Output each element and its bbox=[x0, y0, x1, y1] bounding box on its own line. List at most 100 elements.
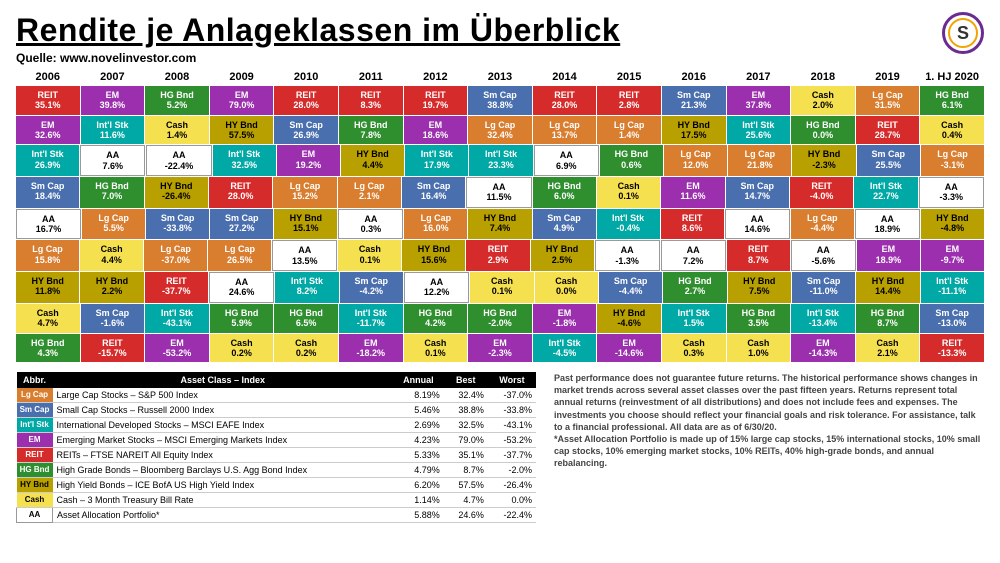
quilt-cell: EM32.6% bbox=[16, 116, 80, 145]
legend-annual: 6.20% bbox=[393, 478, 444, 493]
quilt-cell: AA-1.3% bbox=[595, 240, 660, 271]
legend-header: Abbr. bbox=[17, 372, 53, 388]
quilt-cell: Int'l Stk23.3% bbox=[469, 145, 532, 176]
quilt-cell: Lg Cap5.5% bbox=[82, 209, 145, 240]
quilt-cell: Cash0.1% bbox=[470, 272, 533, 303]
legend-header: Worst bbox=[488, 372, 536, 388]
quilt-cell: Lg Cap-37.0% bbox=[144, 240, 207, 271]
quilt-cell: Cash2.0% bbox=[791, 86, 855, 115]
legend-annual: 4.23% bbox=[393, 433, 444, 448]
quilt-cell: Lg Cap13.7% bbox=[533, 116, 597, 145]
quilt-cell: Lg Cap21.8% bbox=[728, 145, 791, 176]
legend-header-row: Abbr.Asset Class – IndexAnnualBestWorst bbox=[17, 372, 537, 388]
legend-asset-name: International Developed Stocks – MSCI EA… bbox=[53, 418, 394, 433]
legend-worst: -37.0% bbox=[488, 388, 536, 403]
quilt-cell: REIT8.7% bbox=[727, 240, 790, 271]
quilt-row: Int'l Stk26.9%AA7.6%AA-22.4%Int'l Stk32.… bbox=[16, 145, 984, 176]
quilt-cell: Cash0.1% bbox=[338, 240, 401, 271]
quilt-cell: HY Bnd-26.4% bbox=[145, 177, 208, 208]
legend-worst: -2.0% bbox=[488, 463, 536, 478]
quilt-cell: EM-53.2% bbox=[145, 334, 209, 363]
year-header-row: 2006200720082009201020112012201320142015… bbox=[16, 71, 984, 83]
legend-header: Best bbox=[444, 372, 488, 388]
quilt-cell: HY Bnd14.4% bbox=[856, 272, 919, 303]
quilt-cell: HG Bnd-2.0% bbox=[468, 304, 532, 333]
legend-worst: -43.1% bbox=[488, 418, 536, 433]
quilt-cell: Sm Cap14.7% bbox=[726, 177, 789, 208]
legend-row: Lg CapLarge Cap Stocks – S&P 500 Index8.… bbox=[17, 388, 537, 403]
quilt-cell: EM-1.8% bbox=[533, 304, 597, 333]
quilt-cell: HY Bnd2.5% bbox=[531, 240, 594, 271]
quilt-row: Cash4.7%Sm Cap-1.6%Int'l Stk-43.1%HG Bnd… bbox=[16, 304, 984, 333]
legend-worst: -22.4% bbox=[488, 508, 536, 523]
quilt-cell: HG Bnd8.7% bbox=[856, 304, 920, 333]
year-label: 2015 bbox=[597, 71, 661, 83]
legend-row: HY BndHigh Yield Bonds – ICE BofA US Hig… bbox=[17, 478, 537, 493]
quilt-cell: Sm Cap18.4% bbox=[16, 177, 79, 208]
year-label: 2019 bbox=[856, 71, 920, 83]
quilt-cell: REIT28.0% bbox=[209, 177, 272, 208]
quilt-cell: Cash1.0% bbox=[727, 334, 791, 363]
legend-asset-name: High Grade Bonds – Bloomberg Barclays U.… bbox=[53, 463, 394, 478]
quilt-cell: HG Bnd5.9% bbox=[210, 304, 274, 333]
quilt-cell: Int'l Stk-11.1% bbox=[921, 272, 984, 303]
year-label: 1. HJ 2020 bbox=[920, 71, 984, 83]
quilt-cell: HY Bnd57.5% bbox=[210, 116, 274, 145]
quilt-cell: Int'l Stk8.2% bbox=[275, 272, 338, 303]
legend-abbr: Int'l Stk bbox=[17, 418, 53, 433]
quilt-cell: Cash0.4% bbox=[920, 116, 984, 145]
quilt-row: AA16.7%Lg Cap5.5%Sm Cap-33.8%Sm Cap27.2%… bbox=[16, 209, 984, 240]
quilt-cell: Sm Cap25.5% bbox=[857, 145, 920, 176]
legend-header: Annual bbox=[393, 372, 444, 388]
legend-asset-name: Large Cap Stocks – S&P 500 Index bbox=[53, 388, 394, 403]
quilt-cell: REIT-37.7% bbox=[145, 272, 208, 303]
quilt-cell: HY Bnd-4.8% bbox=[921, 209, 984, 240]
legend-annual: 5.33% bbox=[393, 448, 444, 463]
quilt-cell: AA-5.6% bbox=[791, 240, 856, 271]
quilt-cell: EM-14.6% bbox=[597, 334, 661, 363]
quilt-cell: EM18.6% bbox=[404, 116, 468, 145]
quilt-cell: REIT28.0% bbox=[274, 86, 338, 115]
year-label: 2008 bbox=[145, 71, 209, 83]
quilt-cell: Sm Cap-11.0% bbox=[792, 272, 855, 303]
legend-abbr: Sm Cap bbox=[17, 403, 53, 418]
quilt-row: Lg Cap15.8%Cash4.4%Lg Cap-37.0%Lg Cap26.… bbox=[16, 240, 984, 271]
quilt-cell: HG Bnd6.1% bbox=[920, 86, 984, 115]
quilt-cell: Sm Cap-33.8% bbox=[146, 209, 209, 240]
quilt-cell: AA11.5% bbox=[466, 177, 531, 208]
quilt-cell: REIT28.0% bbox=[533, 86, 597, 115]
quilt-cell: AA13.5% bbox=[272, 240, 337, 271]
legend-abbr: HG Bnd bbox=[17, 463, 53, 478]
quilt-cell: HG Bnd6.0% bbox=[533, 177, 596, 208]
year-label: 2011 bbox=[339, 71, 403, 83]
quilt-cell: EM-9.7% bbox=[921, 240, 984, 271]
quilt-cell: Sm Cap-1.6% bbox=[81, 304, 145, 333]
quilt-cell: REIT2.8% bbox=[597, 86, 661, 115]
quilt-cell: Int'l Stk26.9% bbox=[16, 145, 79, 176]
quilt-cell: Sm Cap21.3% bbox=[662, 86, 726, 115]
legend-worst: -53.2% bbox=[488, 433, 536, 448]
legend-row: Sm CapSmall Cap Stocks – Russell 2000 In… bbox=[17, 403, 537, 418]
quilt-cell: Sm Cap-13.0% bbox=[920, 304, 984, 333]
quilt-cell: Cash0.2% bbox=[210, 334, 274, 363]
quilt-row: HG Bnd4.3%REIT-15.7%EM-53.2%Cash0.2%Cash… bbox=[16, 334, 984, 363]
legend-header: Asset Class – Index bbox=[53, 372, 394, 388]
quilt-cell: AA18.9% bbox=[855, 209, 920, 240]
quilt-row: HY Bnd11.8%HY Bnd2.2%REIT-37.7%AA24.6%In… bbox=[16, 272, 984, 303]
quilt-cell: REIT8.6% bbox=[661, 209, 724, 240]
quilt-cell: HY Bnd4.4% bbox=[341, 145, 404, 176]
quilt-cell: AA7.2% bbox=[661, 240, 726, 271]
quilt-cell: AA24.6% bbox=[209, 272, 274, 303]
quilt-cell: HG Bnd2.7% bbox=[663, 272, 726, 303]
legend-best: 38.8% bbox=[444, 403, 488, 418]
quilt-cell: HG Bnd4.2% bbox=[404, 304, 468, 333]
quilt-cell: Int'l Stk22.7% bbox=[854, 177, 917, 208]
legend-best: 8.7% bbox=[444, 463, 488, 478]
legend-best: 32.5% bbox=[444, 418, 488, 433]
quilt-cell: Cash0.0% bbox=[535, 272, 598, 303]
quilt-cell: Lg Cap12.0% bbox=[664, 145, 727, 176]
quilt-cell: HY Bnd11.8% bbox=[16, 272, 79, 303]
legend-annual: 5.46% bbox=[393, 403, 444, 418]
legend-annual: 1.14% bbox=[393, 493, 444, 508]
quilt-cell: AA-3.3% bbox=[919, 177, 984, 208]
